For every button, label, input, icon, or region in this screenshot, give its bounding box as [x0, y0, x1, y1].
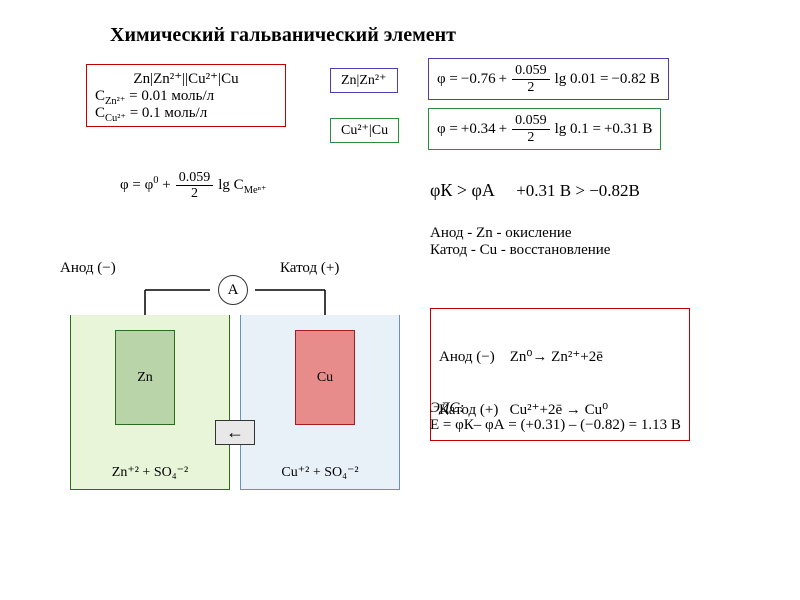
role-anode: Анод - Zn - окисление	[430, 225, 610, 242]
phi-compare: φК > φА +0.31 В > −0.82В	[430, 180, 640, 201]
role-cathode: Катод - Cu - восстановление	[430, 242, 610, 259]
arrow-left-icon: ←	[226, 422, 244, 443]
phi-cu-box: φ = +0.34 + 0.059 2 lg 0.1 = +0.31 В	[428, 108, 661, 150]
phi-cu-sym: φ =	[437, 121, 458, 138]
plus: +	[499, 71, 507, 88]
phi-zn-lg: lg 0.01 =	[555, 71, 609, 88]
phi-zn-box: φ = −0.76 + 0.059 2 lg 0.01 = −0.82 В	[428, 58, 669, 100]
half-rxn-anode: Анод (−) Zn⁰→ Zn²⁺+2ē	[439, 347, 681, 366]
ammeter: A	[218, 275, 248, 305]
phi-cu-lg: lg 0.1 =	[555, 121, 601, 138]
cu-solution-label: Cu⁺² + SO₄⁻²	[241, 464, 399, 481]
cell-notation-box: Zn|Zn²⁺||Cu²⁺|Cu CZn²⁺ = 0.01 моль/л CCu…	[86, 64, 286, 127]
conc-cu: CCu²⁺ = 0.1 моль/л	[95, 105, 277, 122]
galvanic-cell-diagram: Анод (−) Катод (+) A Zn⁺² + SO₄⁻² Cu⁺² +…	[60, 260, 410, 520]
half-cu-label: Cu²⁺|Cu	[330, 118, 399, 143]
emf-block: ЭДС: E = φК– φА = (+0.31) – (−0.82) = 1.…	[430, 400, 681, 434]
phi-cu-frac: 0.059 2	[512, 113, 550, 145]
phi-zn-result: −0.82 В	[611, 71, 659, 88]
emf-label: ЭДС:	[430, 400, 681, 417]
cell-notation: Zn|Zn²⁺||Cu²⁺|Cu	[95, 69, 277, 88]
roles-text: Анод - Zn - окисление Катод - Cu - восст…	[430, 225, 610, 259]
phi-cu-e0: +0.34	[461, 121, 496, 138]
half-zn-label: Zn|Zn²⁺	[330, 68, 398, 93]
conc-zn: CZn²⁺ = 0.01 моль/л	[95, 88, 277, 105]
cu-electrode: Cu	[295, 330, 355, 425]
zn-electrode: Zn	[115, 330, 175, 425]
zn-solution-label: Zn⁺² + SO₄⁻²	[71, 464, 229, 481]
page-title: Химический гальванический элемент	[110, 24, 456, 47]
emf-equation: E = φК– φА = (+0.31) – (−0.82) = 1.13 В	[430, 417, 681, 434]
phi-zn-e0: −0.76	[461, 71, 496, 88]
nernst-general: φ = φ0 + 0.059 2 lg CMeⁿ⁺	[120, 170, 267, 202]
salt-bridge: ←	[215, 420, 255, 445]
plus: +	[499, 121, 507, 138]
phi-cu-result: +0.31 В	[604, 121, 652, 138]
nernst-frac: 0.059 2	[176, 170, 214, 202]
phi-zn-frac: 0.059 2	[512, 63, 550, 95]
phi-zn-sym: φ =	[437, 71, 458, 88]
